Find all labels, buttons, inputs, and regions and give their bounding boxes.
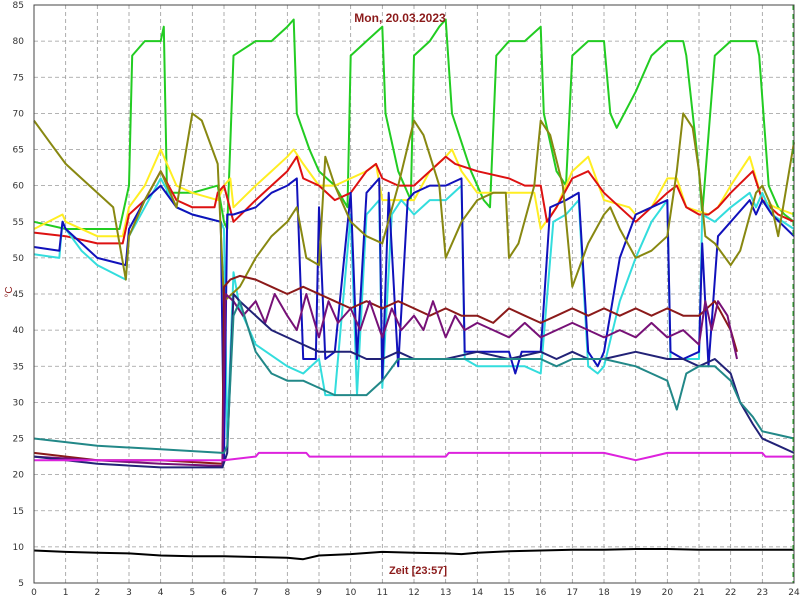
x-tick-label: 5 (189, 588, 195, 598)
x-tick-label: 18 (598, 588, 610, 598)
series-line-8 (33, 293, 738, 467)
y-tick-label: 55 (13, 218, 24, 228)
y-tick-label: 70 (13, 109, 25, 119)
x-tick-label: 19 (630, 588, 642, 598)
series-line-2 (33, 148, 795, 238)
x-tick-label: 0 (31, 588, 37, 598)
x-tick-label: 21 (693, 588, 704, 598)
y-tick-label: 75 (13, 73, 24, 83)
x-tick-label: 17 (567, 588, 578, 598)
y-axis-label: °C (4, 286, 15, 297)
x-tick-label: 22 (725, 588, 736, 598)
series-line-1 (33, 18, 795, 230)
x-tick-label: 24 (788, 588, 800, 598)
series-line-7 (33, 274, 738, 465)
x-tick-label: 3 (126, 588, 132, 598)
y-axis-ticks: 5 10 15 20 25 30 35 40 45 50 55 60 65 70 75 80 85 (13, 1, 25, 589)
y-tick-label: 50 (13, 254, 25, 264)
x-tick-label: 13 (440, 588, 451, 598)
y-tick-label: 10 (13, 543, 25, 553)
series-line-5 (33, 177, 795, 462)
series-line-12 (33, 548, 794, 561)
chart-title: Mon, 20.03.2023 (354, 11, 446, 25)
y-tick-label: 60 (13, 182, 25, 192)
y-tick-label: 85 (13, 1, 24, 11)
x-tick-label: 9 (316, 588, 322, 598)
x-axis-ticks: 0 1 2 3 4 5 6 7 8 9 10 11 12 13 14 15 16 17 18 19 20 21 22 23 24 (31, 588, 800, 598)
x-tick-label: 8 (284, 588, 290, 598)
y-tick-label: 35 (13, 362, 24, 372)
y-tick-label: 40 (13, 326, 25, 336)
series-line-6 (33, 112, 795, 303)
x-tick-label: 15 (503, 588, 514, 598)
y-tick-label: 5 (18, 579, 24, 589)
y-tick-label: 80 (13, 37, 25, 47)
x-tick-label: 4 (158, 588, 164, 598)
series-line-9 (33, 293, 795, 469)
y-tick-label: 65 (13, 146, 24, 156)
y-tick-label: 25 (13, 435, 24, 445)
x-axis-label: Zeit [23:57] (389, 565, 447, 577)
x-tick-label: 12 (408, 588, 419, 598)
x-tick-label: 20 (662, 588, 674, 598)
x-tick-label: 16 (535, 588, 547, 598)
series-line-10 (33, 300, 795, 454)
x-tick-label: 10 (345, 588, 357, 598)
x-tick-label: 14 (472, 588, 484, 598)
y-tick-label: 30 (13, 398, 25, 408)
y-tick-label: 15 (13, 507, 24, 517)
x-tick-label: 6 (221, 588, 227, 598)
x-tick-label: 2 (94, 588, 100, 598)
series-line-11 (34, 451, 794, 462)
x-tick-label: 7 (253, 588, 259, 598)
series-line-3 (33, 155, 795, 245)
series-lines (33, 18, 795, 561)
y-tick-label: 45 (13, 290, 24, 300)
x-tick-label: 11 (377, 588, 388, 598)
x-tick-label: 23 (757, 588, 768, 598)
plot-frame (33, 4, 795, 584)
y-tick-label: 20 (13, 471, 25, 481)
x-tick-label: 1 (63, 588, 69, 598)
